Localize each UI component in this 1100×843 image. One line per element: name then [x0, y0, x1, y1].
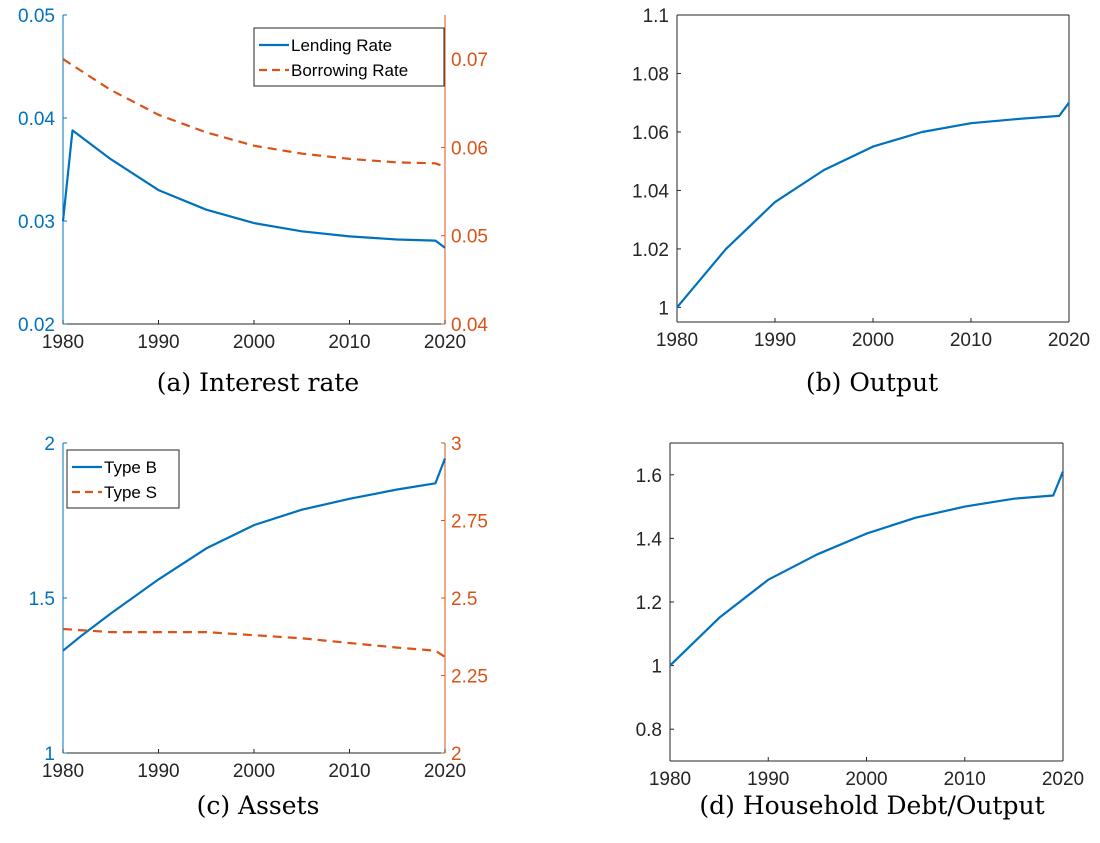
- y-right-tick-label: 2.75: [451, 512, 488, 533]
- legend-label: Type S: [104, 483, 157, 502]
- legend: Lending Rate Borrowing Rate: [253, 27, 445, 87]
- y-right-tick-label: 2: [451, 744, 462, 765]
- caption-c: (c) Assets: [197, 791, 320, 820]
- x-tick-label: 1990: [747, 769, 789, 790]
- x-tick-label: 1980: [656, 330, 698, 351]
- series-line-type-b: [62, 458, 447, 652]
- caption-a: (a) Interest rate: [157, 368, 359, 397]
- panel-a: 1980 1990 2000 2010 2020 0.02 0.03 0.04 0.05 0.04…: [18, 6, 488, 353]
- y-tick-label: 1.1: [643, 6, 669, 27]
- y-tick-label: 1.5: [29, 589, 55, 610]
- series-line-lending-rate: [61, 129, 446, 249]
- y-right-tick-label: 2.25: [451, 667, 488, 688]
- x-tick-label: 1980: [649, 769, 691, 790]
- x-tick-label: 2020: [1048, 330, 1090, 351]
- x-tick-label: 2010: [328, 761, 370, 782]
- y-tick-label: 0.8: [636, 720, 662, 741]
- y-tick-label: 1: [44, 744, 55, 765]
- x-tick-label: 1980: [42, 761, 84, 782]
- y-tick-label: 1.02: [632, 240, 669, 261]
- x-tick-label: 2000: [845, 769, 887, 790]
- x-tick-label: 2000: [852, 330, 894, 351]
- y-right-tick-label: 0.05: [451, 227, 488, 248]
- y-tick-label: 1.06: [632, 123, 669, 144]
- y-tick-label: 2: [44, 434, 55, 455]
- series-line-main: [669, 471, 1065, 667]
- y-tick-label: 0.05: [18, 6, 55, 27]
- x-tick-label: 2010: [944, 769, 986, 790]
- series-line-main: [676, 102, 1070, 309]
- panel-d: 1980 1990 2000 2010 2020 0.8 1 1.2 1.4 1.6: [636, 442, 1084, 790]
- y-right-tick-label: 0.06: [451, 138, 488, 159]
- y-tick-label: 0.02: [18, 315, 55, 336]
- y-right-tick-label: 0.07: [451, 50, 488, 71]
- panel-c: 1980 1990 2000 2010 2020 1 1.5 2 2 2.25 2.5 2.75 3 Ty…: [29, 434, 488, 782]
- x-tick-label: 2020: [1042, 769, 1084, 790]
- x-tick-label: 1990: [137, 332, 179, 353]
- legend-label: Borrowing Rate: [291, 61, 408, 80]
- y-tick-label: 1.2: [636, 593, 662, 614]
- x-tick-label: 2000: [233, 332, 275, 353]
- y-tick-label: 1.08: [632, 64, 669, 85]
- y-tick-label: 0.04: [18, 109, 55, 130]
- x-tick-label: 2010: [328, 332, 370, 353]
- legend-label: Lending Rate: [291, 36, 392, 55]
- y-tick-label: 0.03: [18, 212, 55, 233]
- y-tick-label: 1.4: [636, 529, 663, 550]
- x-tick-label: 2020: [424, 332, 466, 353]
- y-right-tick-label: 2.5: [451, 589, 477, 610]
- y-tick-label: 1: [658, 298, 669, 319]
- y-tick-label: 1.04: [632, 181, 669, 202]
- x-tick-label: 1990: [137, 761, 179, 782]
- x-tick-label: 1990: [754, 330, 796, 351]
- y-right-tick-label: 0.04: [451, 315, 488, 336]
- x-tick-label: 2000: [233, 761, 275, 782]
- legend: Type B Type S: [66, 449, 180, 509]
- caption-d: (d) Household Debt/Output: [699, 791, 1044, 820]
- y-right-tick-label: 3: [451, 434, 462, 455]
- panel-b: 1980 1990 2000 2010 2020 1 1.02 1.04 1.06 1.08 1.1: [632, 6, 1090, 351]
- caption-b: (b) Output: [806, 368, 938, 397]
- series-line-borrowing-rate: [62, 58, 446, 168]
- x-tick-label: 2010: [950, 330, 992, 351]
- x-tick-label: 2020: [424, 761, 466, 782]
- legend-box: [66, 449, 180, 509]
- y-tick-label: 1: [651, 657, 662, 678]
- legend-box: [253, 27, 445, 87]
- legend-label: Type B: [104, 458, 157, 477]
- series-line-type-s: [62, 627, 446, 658]
- x-tick-label: 1980: [42, 332, 84, 353]
- y-tick-label: 1.6: [636, 466, 662, 487]
